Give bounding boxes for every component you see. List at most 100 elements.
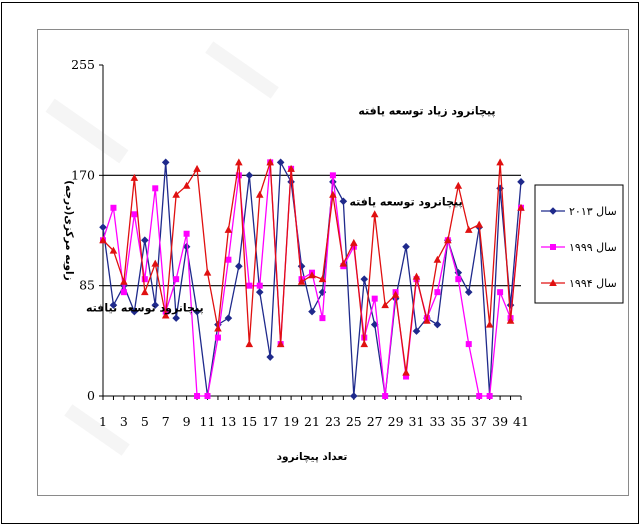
data-point (256, 282, 263, 289)
data-point (476, 393, 483, 399)
legend-label-1999: سال ۱۹۹۹ (569, 241, 617, 254)
annotation-undeveloped: پیچانرود توسعه نیافته (86, 302, 204, 315)
data-point (214, 334, 221, 341)
data-point (173, 276, 180, 283)
data-point (485, 320, 494, 328)
legend-label-1994: سال ۱۹۹۴ (569, 277, 617, 290)
reference-lines (103, 174, 521, 287)
data-point (318, 275, 327, 283)
data-point (224, 225, 233, 233)
x-tick-label: 5 (141, 414, 149, 429)
data-point (287, 178, 295, 186)
y-tick-label: 255 (71, 57, 95, 72)
data-point (245, 340, 254, 348)
data-point (308, 307, 316, 316)
y-axis-label: زاویه مرکزی(درجه) (63, 180, 75, 280)
data-point (506, 316, 515, 324)
data-point (151, 259, 160, 267)
data-point (465, 341, 472, 348)
data-point (297, 277, 306, 285)
data-point (266, 353, 274, 361)
data-point (194, 393, 201, 399)
data-point (454, 181, 463, 189)
legend-swatch-marker (550, 244, 556, 250)
legend-label-2013: سال ۲۰۱۳ (569, 205, 617, 218)
data-point (235, 158, 243, 166)
data-point (329, 172, 336, 179)
data-point (496, 158, 504, 166)
data-point (99, 236, 107, 244)
data-point (433, 320, 442, 329)
x-tick-label: 15 (241, 414, 257, 429)
data-point (308, 271, 316, 279)
x-tick-label: 13 (220, 414, 236, 429)
data-point (506, 301, 515, 309)
series-line (102, 162, 522, 373)
data-point (161, 311, 170, 319)
data-point (433, 255, 442, 263)
data-point (486, 393, 493, 399)
annotation-highly-developed: پیچانرود زیاد توسعه یافته (358, 104, 495, 117)
data-point (161, 158, 170, 167)
data-point (183, 230, 190, 237)
x-tick-label: 41 (513, 414, 529, 429)
y-tick-label: 170 (71, 167, 95, 182)
data-point (204, 393, 211, 399)
data-point (255, 288, 264, 296)
data-point (497, 289, 504, 296)
data-point (360, 340, 369, 348)
data-point (152, 185, 159, 192)
x-tick-label: 37 (471, 414, 487, 429)
data-point (99, 223, 107, 232)
series-2 (99, 158, 525, 376)
data-point (109, 301, 118, 309)
data-point (455, 276, 462, 283)
data-point (109, 246, 118, 254)
data-point (276, 158, 285, 167)
data-point (350, 392, 358, 400)
y-tick-label: 0 (87, 388, 95, 403)
x-tick-label: 3 (120, 414, 128, 429)
legend: سال ۲۰۱۳ سال ۱۹۹۹ سال ۱۹۹۴ (534, 184, 624, 304)
data-point (120, 277, 128, 285)
data-point (246, 282, 253, 289)
data-point (412, 272, 421, 280)
data-point (225, 256, 232, 263)
data-point (350, 238, 358, 246)
data-point (381, 301, 389, 309)
data-point (120, 281, 128, 290)
data-point (276, 340, 285, 348)
data-point (329, 190, 337, 198)
data-point (464, 225, 473, 233)
data-point (517, 178, 525, 186)
data-point (382, 393, 389, 399)
data-point (412, 327, 421, 335)
data-point (266, 158, 274, 166)
x-tick-label: 7 (162, 414, 170, 429)
data-point (151, 301, 160, 309)
data-point (402, 368, 410, 376)
data-point (339, 197, 348, 206)
x-tick-label: 9 (183, 414, 191, 429)
x-tick-label: 39 (492, 414, 508, 429)
data-point (255, 190, 264, 198)
data-point (464, 288, 473, 296)
data-point (172, 190, 180, 198)
data-point (110, 204, 117, 211)
data-point (517, 203, 525, 211)
legend-swatch-marker (549, 207, 557, 215)
data-point (141, 236, 149, 245)
x-tick-label: 23 (325, 414, 341, 429)
data-point (287, 164, 295, 172)
data-point (360, 275, 369, 283)
x-tick-label: 33 (429, 414, 445, 429)
x-tick-label: 25 (346, 414, 362, 429)
data-point (475, 220, 483, 228)
data-point (391, 290, 400, 298)
data-point (319, 315, 326, 322)
data-point (182, 181, 191, 189)
data-point (235, 172, 242, 179)
data-point (423, 316, 431, 324)
x-tick-label: 17 (262, 414, 278, 429)
